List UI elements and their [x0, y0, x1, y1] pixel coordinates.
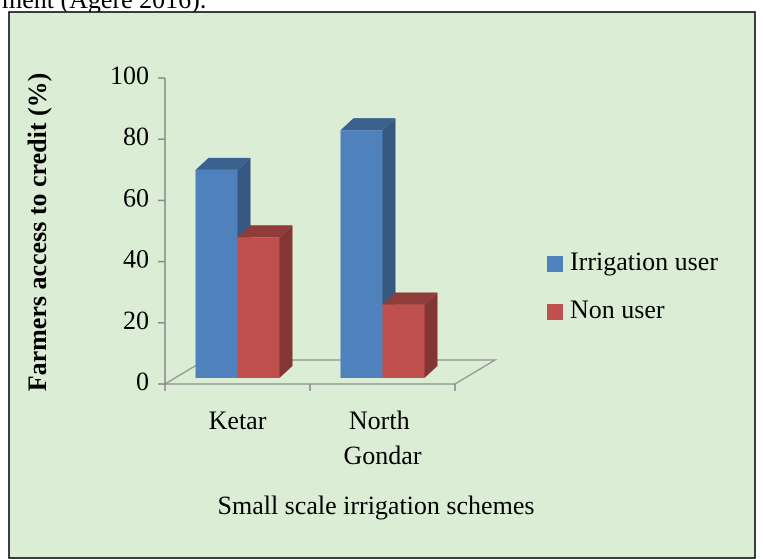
y-tick-label: 40 — [123, 245, 149, 274]
x-tick-label: Ketar — [209, 406, 267, 435]
y-tick-label: 80 — [123, 122, 149, 151]
legend-label: Irrigation user — [570, 247, 718, 276]
y-tick-label: 60 — [123, 183, 149, 212]
x-axis-title: Small scale irrigation schemes — [218, 491, 535, 520]
y-tick-label: 100 — [110, 61, 149, 90]
legend-swatch — [547, 304, 563, 320]
y-axis-title: Farmers access to credit (%) — [23, 73, 52, 392]
x-tick-label: North Gondar — [344, 406, 422, 470]
floor — [162, 359, 498, 385]
x-tick-label-line: Ketar — [209, 406, 267, 435]
bar-side — [424, 292, 438, 378]
page-text: ment (Agere 2016). — [2, 0, 206, 14]
bar — [382, 292, 438, 378]
bar-front — [340, 130, 383, 378]
legend-label: Non user — [570, 295, 665, 324]
bar-top — [382, 292, 438, 305]
legend-swatch — [547, 256, 563, 272]
bar-front — [195, 169, 238, 378]
bar-front — [237, 237, 280, 378]
y-tick-label: 0 — [136, 367, 149, 396]
bar-top — [195, 157, 251, 170]
x-tick-label-line: Gondar — [344, 441, 422, 470]
bar-side — [279, 225, 293, 378]
bar-top — [237, 225, 293, 238]
bar — [237, 225, 293, 378]
y-tick-label: 20 — [123, 306, 149, 335]
bar-top — [340, 118, 396, 131]
bar-front — [382, 304, 425, 378]
x-tick-label-line: North — [349, 406, 416, 435]
